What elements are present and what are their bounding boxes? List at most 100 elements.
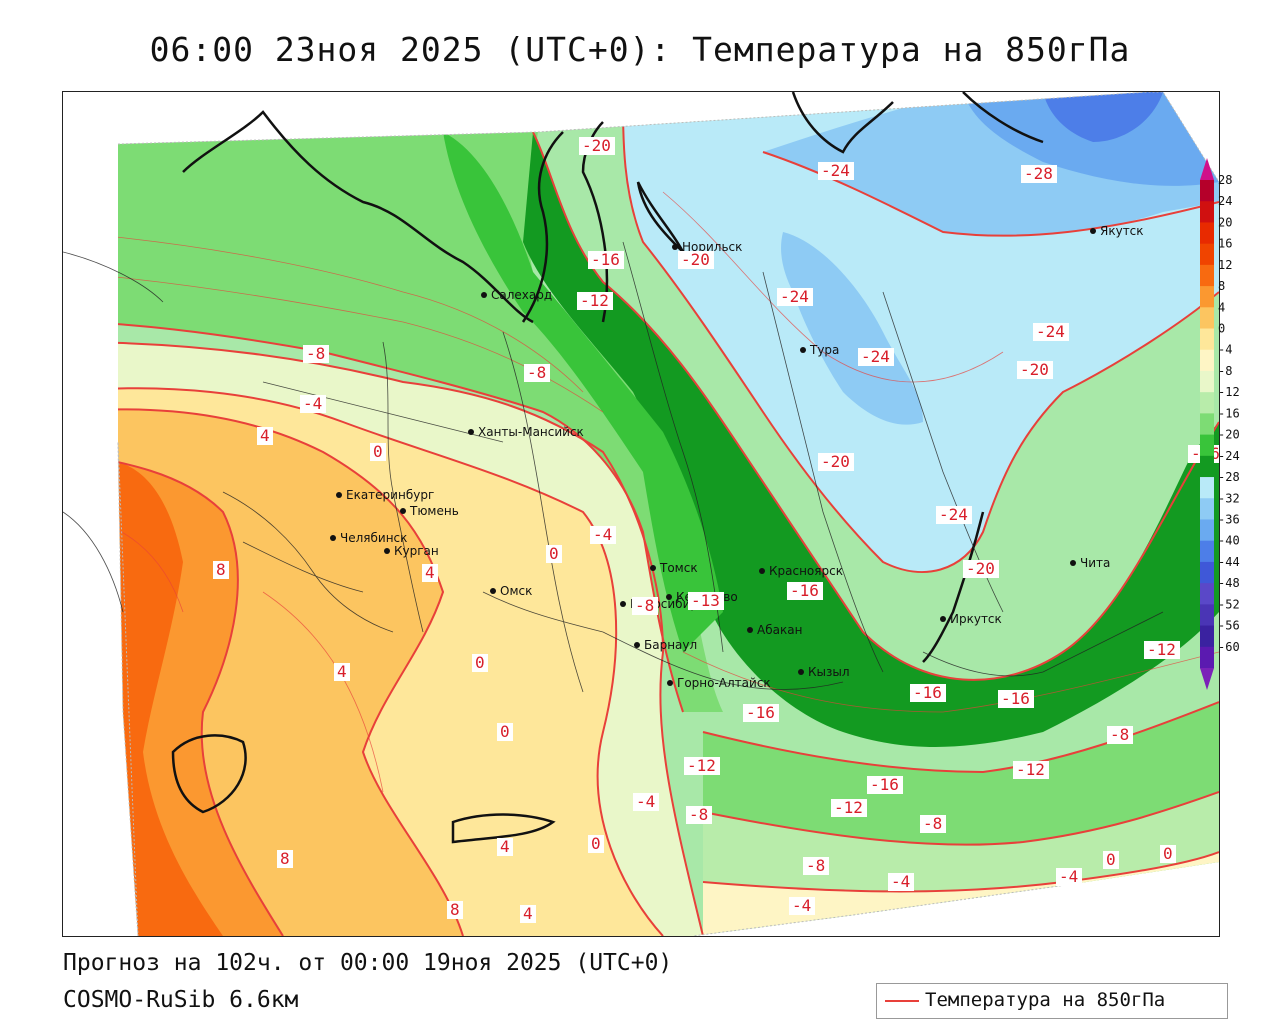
city-dot — [634, 642, 640, 648]
colorbar-label: -28 — [1218, 470, 1240, 484]
isotherm-label-bg — [743, 704, 779, 722]
isotherm-label-text: -4 — [636, 792, 655, 811]
isotherm-label-text: -24 — [1036, 322, 1065, 341]
isotherm-label: -24 — [858, 347, 894, 366]
isotherm-label: -16 — [910, 683, 946, 702]
colorbar-label: 12 — [1218, 258, 1232, 272]
city: Тюмень — [400, 504, 459, 518]
isotherm-label-bg — [920, 815, 946, 833]
isotherm-label-text: 8 — [280, 849, 290, 868]
isotherm-label-bg — [858, 348, 894, 366]
isotherm-label-bg — [888, 873, 914, 891]
isotherm-label-bg — [789, 897, 815, 915]
isotherm-label-text: -16 — [591, 250, 620, 269]
colorbar-swatch — [1200, 625, 1214, 648]
colorbar-label: -36 — [1218, 512, 1240, 526]
isotherm-label-text: -12 — [1147, 640, 1176, 659]
isotherm-label: -12 — [831, 798, 867, 817]
isotherm-label-bg — [303, 345, 329, 363]
isotherm-label-bg — [910, 684, 946, 702]
city: Барнаул — [634, 638, 697, 652]
isotherm-label: 8 — [447, 900, 463, 919]
city-dot — [798, 669, 804, 675]
colorbar-swatch — [1200, 264, 1214, 287]
isotherm-label: -16 — [867, 775, 903, 794]
colorbar-label: -4 — [1218, 343, 1232, 357]
isotherm-label: -8 — [803, 856, 829, 875]
colorbar-label: -8 — [1218, 364, 1232, 378]
isotherm-label: -16 — [743, 703, 779, 722]
map-canvas: Якутск Норильск Салехард Тура Ханты-Мансийск… — [63, 92, 1219, 936]
isotherm-label-text: -16 — [746, 703, 775, 722]
isotherm-label-bg — [1017, 361, 1053, 379]
isotherm-label-text: 4 — [523, 904, 533, 923]
city: Иркутск — [940, 612, 1002, 626]
city: Якутск — [1090, 224, 1144, 238]
isotherm-label-bg — [1107, 726, 1133, 744]
forecast-info: Прогноз на 102ч. от 00:00 19ноя 2025 (UT… — [63, 950, 673, 976]
isotherm-label-bg — [588, 835, 604, 853]
isotherm-label-bg — [1056, 868, 1082, 886]
isotherm-label-bg — [867, 776, 903, 794]
isotherm-label-bg — [787, 582, 823, 600]
isotherm-label-bg — [633, 793, 659, 811]
model-name: COSMO-RuSib 6.6км — [63, 987, 299, 1013]
isotherm-label: -8 — [632, 596, 658, 615]
city-label: Красноярск — [769, 564, 843, 578]
isotherm-label: 0 — [1103, 850, 1119, 869]
isotherm-label: -8 — [686, 805, 712, 824]
isotherm-label-text: -24 — [821, 161, 850, 180]
city-label: Курган — [394, 544, 439, 558]
isotherm-label-text: -8 — [806, 856, 825, 875]
isotherm-label-bg — [579, 137, 615, 155]
isotherm-label-bg — [1144, 641, 1180, 659]
city-label: Абакан — [757, 623, 802, 637]
isotherm-label: -13 — [688, 591, 724, 610]
colorbar-label: 24 — [1218, 194, 1232, 208]
city: Челябинск — [330, 531, 407, 545]
city-markers: Якутск Норильск Салехард Тура Ханты-Мансийск… — [330, 224, 1144, 690]
isotherm-label-text: 0 — [1106, 850, 1116, 869]
colorbar-bottom-arrow — [1200, 668, 1214, 690]
isotherm-label-bg — [998, 690, 1034, 708]
isotherm-label-bg — [1160, 845, 1176, 863]
colorbar-swatch — [1200, 243, 1214, 266]
isotherm-label-text: -20 — [966, 559, 995, 578]
isotherm-label-bg — [1021, 165, 1057, 183]
isotherm-label-text: 4 — [337, 662, 347, 681]
isotherm-label: -24 — [818, 161, 854, 180]
isotherm-label-bg — [1013, 761, 1049, 779]
isotherm-label: -24 — [777, 287, 813, 306]
isotherm-label: -4 — [300, 394, 326, 413]
colorbar-label: 16 — [1218, 237, 1232, 251]
colorbar-swatch — [1200, 455, 1214, 478]
colorbar-label: -44 — [1218, 555, 1240, 569]
isotherm-label-bg — [632, 597, 658, 615]
city-dot — [940, 616, 946, 622]
city-dot — [468, 429, 474, 435]
city: Красноярск — [759, 564, 843, 578]
isotherm-label-bg — [257, 427, 273, 445]
city: Абакан — [747, 623, 802, 637]
colorbar-swatch — [1200, 370, 1214, 393]
colorbar-swatch — [1200, 498, 1214, 520]
isotherm-label: -16 — [588, 250, 624, 269]
isotherm-label-bg — [422, 564, 438, 582]
isotherm-label: 4 — [334, 662, 350, 681]
isotherm-label-bg — [678, 251, 714, 269]
colorbar-swatch — [1200, 413, 1214, 436]
isotherm-label: 4 — [422, 563, 438, 582]
isotherm-label-bg — [777, 288, 813, 306]
isotherm-label: -12 — [577, 291, 613, 310]
isotherm-label-bg — [818, 453, 854, 471]
isotherm-label-bg — [803, 857, 829, 875]
isotherm-label-text: -4 — [593, 525, 612, 544]
isotherm-label-bg — [688, 592, 724, 610]
colorbar-swatch — [1200, 583, 1214, 605]
isotherm-label: -4 — [633, 792, 659, 811]
isotherm-label: 4 — [257, 426, 273, 445]
isotherm-label: 0 — [588, 834, 604, 853]
isotherm-label-text: -8 — [635, 596, 654, 615]
isotherm-label-text: -20 — [681, 250, 710, 269]
colorbar-swatch — [1200, 180, 1214, 202]
